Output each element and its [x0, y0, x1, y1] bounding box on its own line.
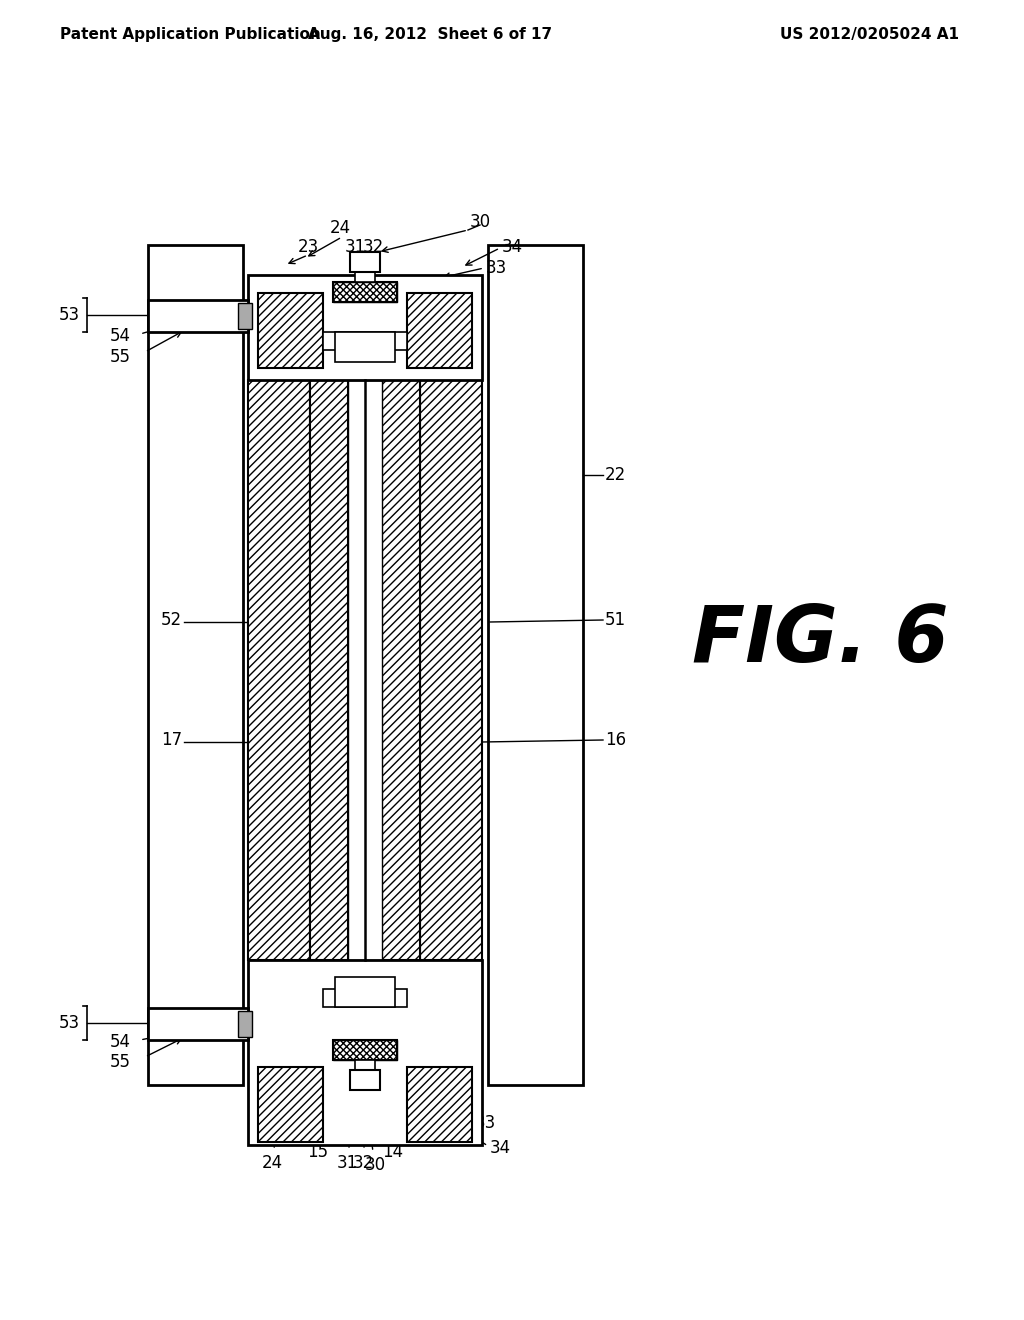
- Bar: [407, 293, 472, 368]
- Bar: [148, 300, 248, 333]
- Bar: [333, 1040, 397, 1060]
- Bar: [248, 960, 482, 1144]
- Bar: [382, 380, 420, 960]
- Bar: [258, 293, 323, 368]
- Text: 17: 17: [161, 731, 182, 748]
- Text: 33: 33: [475, 1114, 497, 1133]
- Bar: [355, 272, 375, 282]
- Text: 52: 52: [161, 611, 182, 630]
- Bar: [248, 380, 310, 960]
- Bar: [407, 1067, 472, 1142]
- Bar: [238, 304, 252, 329]
- Text: 30: 30: [469, 213, 490, 231]
- Text: 16: 16: [605, 731, 626, 748]
- Text: 24: 24: [330, 219, 350, 238]
- Text: 14: 14: [382, 1143, 403, 1162]
- Bar: [310, 380, 348, 960]
- Text: 15: 15: [307, 1143, 329, 1162]
- Text: US 2012/0205024 A1: US 2012/0205024 A1: [780, 28, 959, 42]
- Bar: [350, 252, 380, 272]
- Text: 32: 32: [352, 1154, 374, 1172]
- Bar: [335, 977, 395, 1007]
- Text: FIG. 6: FIG. 6: [691, 602, 948, 678]
- Bar: [333, 282, 397, 302]
- Bar: [335, 333, 395, 362]
- Text: 34: 34: [502, 238, 523, 256]
- Bar: [148, 1008, 248, 1040]
- Text: 33: 33: [486, 259, 507, 277]
- Text: 31: 31: [336, 1154, 357, 1172]
- Bar: [333, 282, 397, 302]
- Text: 30: 30: [365, 1156, 386, 1173]
- Text: Patent Application Publication: Patent Application Publication: [60, 28, 321, 42]
- Text: 54: 54: [110, 1034, 131, 1051]
- Text: 23: 23: [297, 238, 318, 256]
- Text: Aug. 16, 2012  Sheet 6 of 17: Aug. 16, 2012 Sheet 6 of 17: [308, 28, 552, 42]
- Text: 53: 53: [58, 1014, 80, 1032]
- Text: 24: 24: [261, 1154, 283, 1172]
- Text: 32: 32: [362, 238, 384, 256]
- Text: 54: 54: [110, 327, 131, 345]
- Bar: [148, 246, 243, 1085]
- Bar: [355, 1060, 375, 1071]
- Bar: [333, 1040, 397, 1060]
- Text: 55: 55: [110, 1053, 131, 1071]
- Bar: [348, 380, 382, 960]
- Text: 55: 55: [110, 348, 131, 366]
- Text: 34: 34: [490, 1139, 511, 1158]
- Bar: [488, 246, 583, 1085]
- Bar: [323, 333, 407, 350]
- Bar: [238, 1011, 252, 1038]
- Bar: [248, 275, 482, 380]
- Text: 22: 22: [605, 466, 627, 484]
- Bar: [420, 380, 482, 960]
- Bar: [258, 1067, 323, 1142]
- Bar: [323, 989, 407, 1007]
- Bar: [350, 1071, 380, 1090]
- Text: 53: 53: [58, 306, 80, 323]
- Text: 51: 51: [605, 611, 626, 630]
- Text: 31: 31: [344, 238, 366, 256]
